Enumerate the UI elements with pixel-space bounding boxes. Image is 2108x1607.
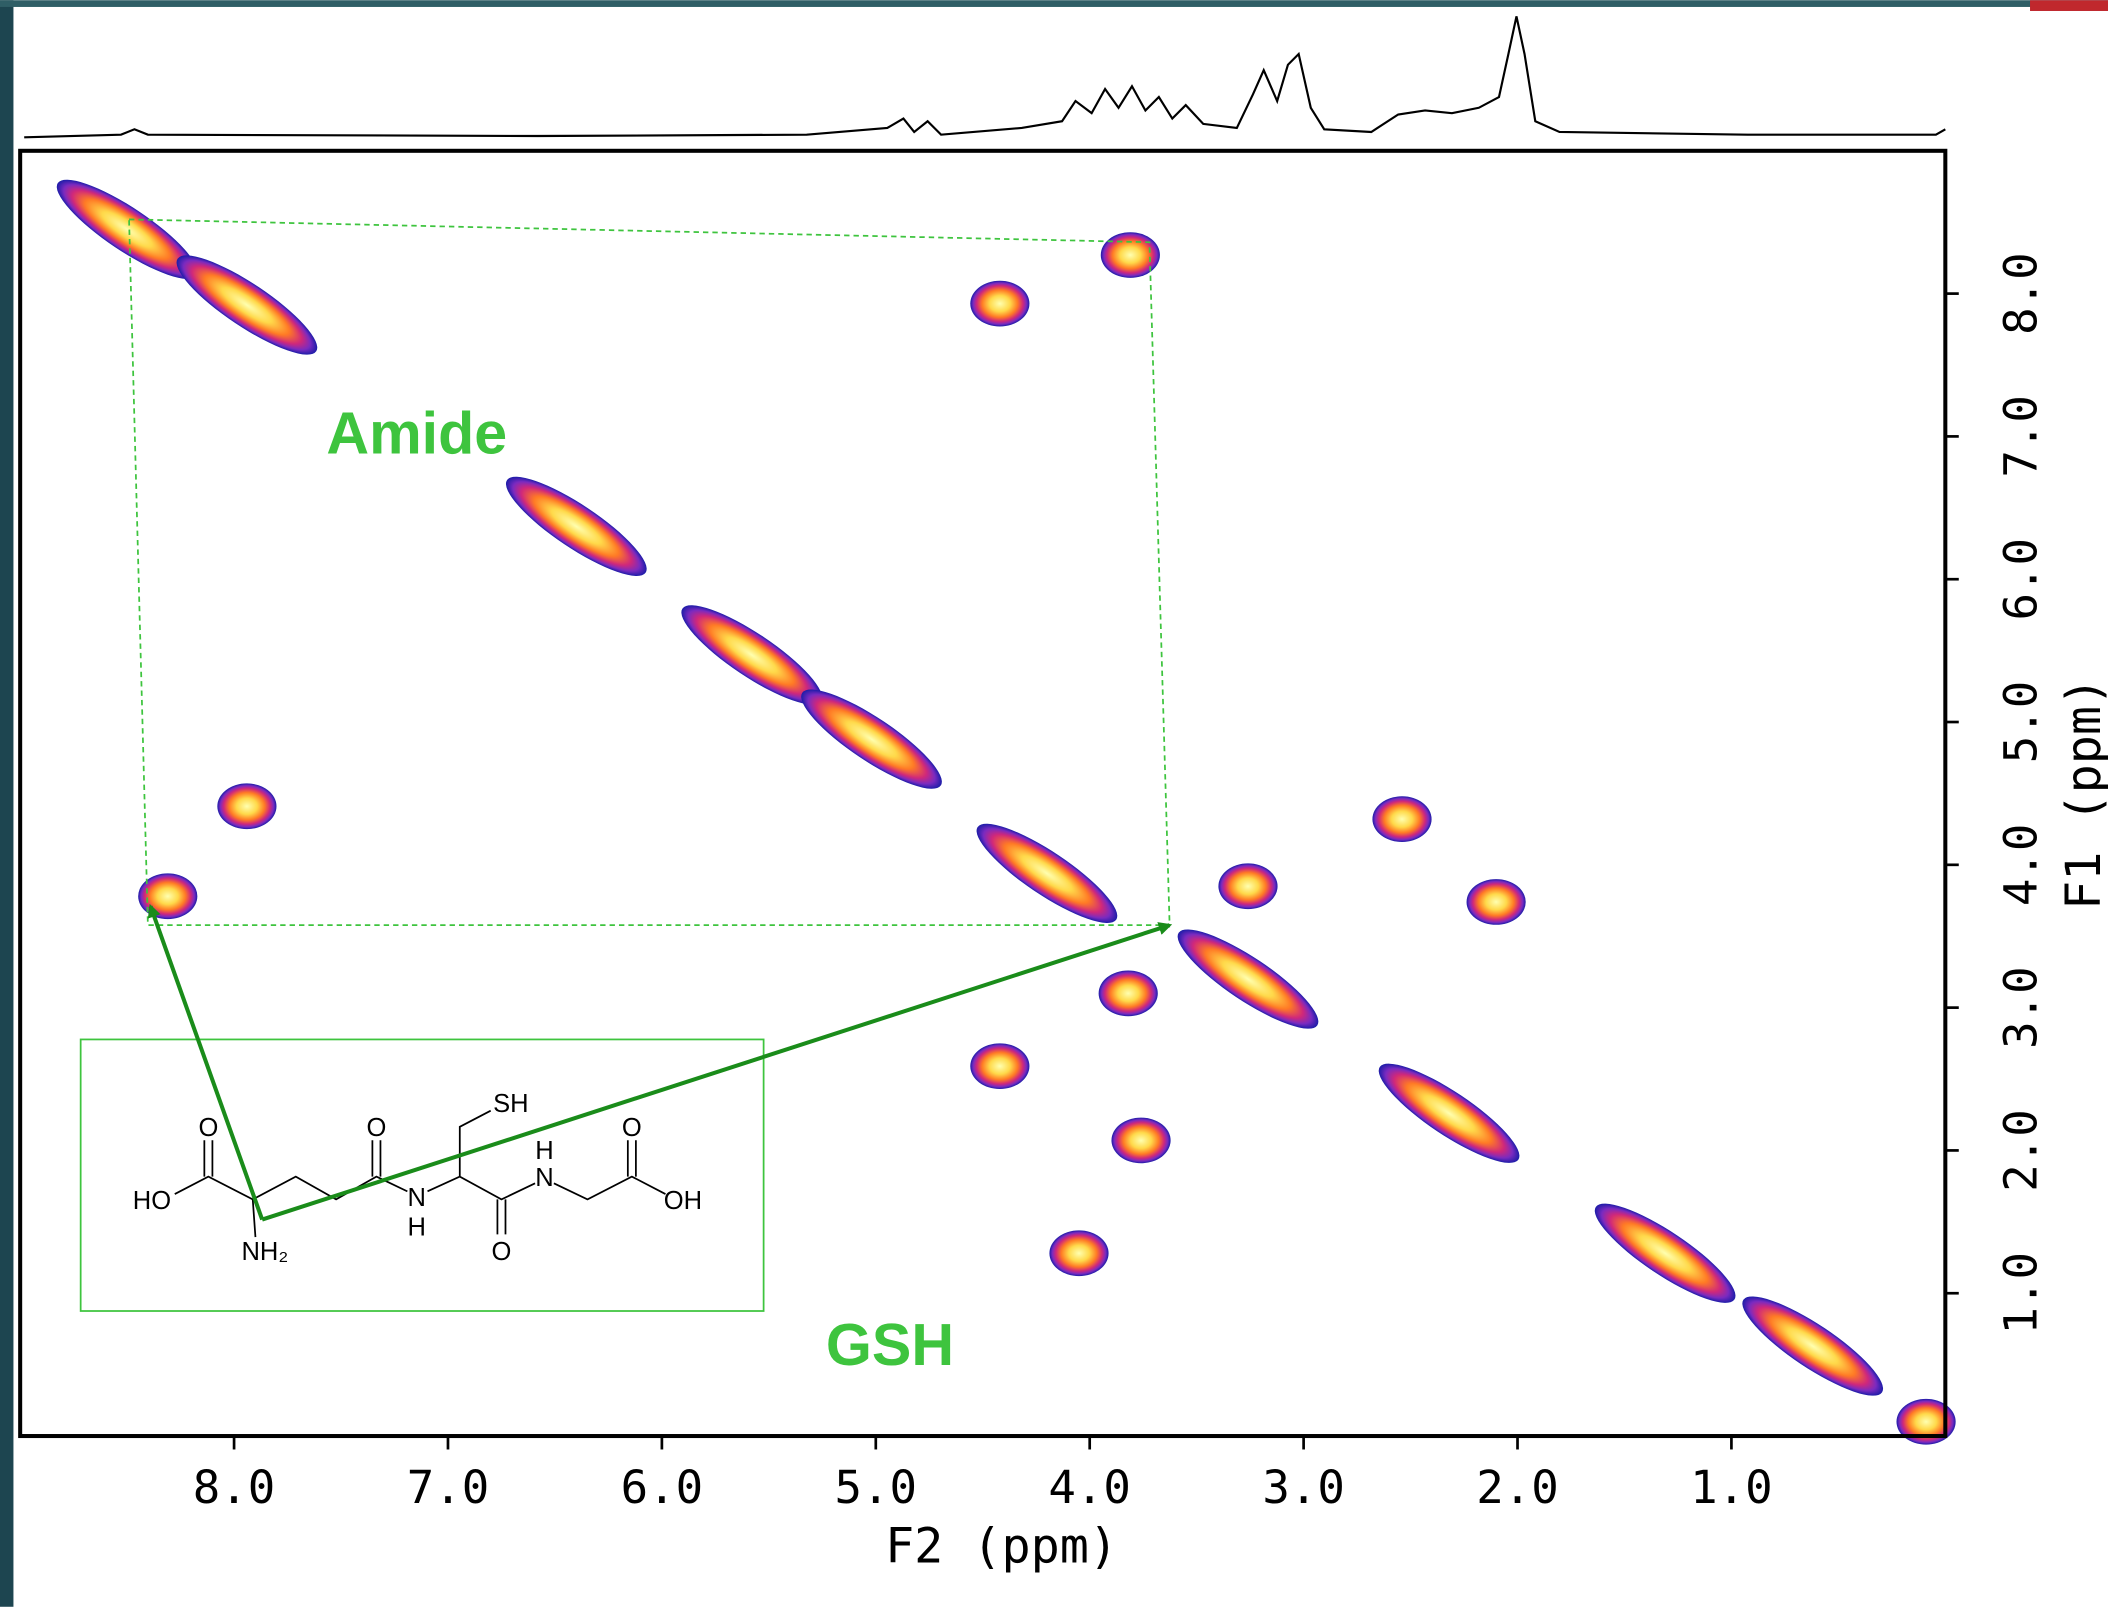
atom-label: O bbox=[622, 1114, 642, 1142]
peak bbox=[1177, 929, 1319, 1029]
peak bbox=[505, 476, 647, 576]
bonds bbox=[174, 1109, 666, 1238]
y-tick-label: 2.0 bbox=[1995, 1109, 2048, 1192]
y-tick-label: 1.0 bbox=[1995, 1252, 2048, 1335]
x-axis-label: F2 (ppm) bbox=[885, 1518, 1118, 1574]
structure-box bbox=[79, 1038, 765, 1312]
y-tick-label: 5.0 bbox=[1995, 681, 2048, 764]
peak bbox=[1372, 796, 1432, 842]
x-tick-label: 6.0 bbox=[621, 1461, 704, 1514]
peak bbox=[976, 823, 1118, 924]
peaks bbox=[56, 179, 1956, 1445]
corner-mark bbox=[2030, 0, 2108, 11]
y-tick-label: 7.0 bbox=[1995, 395, 2048, 478]
atom-label: N bbox=[408, 1184, 426, 1212]
plot-frame bbox=[18, 148, 1948, 1439]
peak bbox=[217, 783, 277, 830]
peak bbox=[1742, 1296, 1884, 1396]
peak bbox=[970, 280, 1030, 327]
x-tick-label: 4.0 bbox=[1048, 1461, 1131, 1514]
peak bbox=[1218, 863, 1278, 910]
peak bbox=[1594, 1203, 1736, 1303]
peak bbox=[681, 605, 823, 705]
x-tick-label: 3.0 bbox=[1262, 1461, 1345, 1514]
x-tick-label: 2.0 bbox=[1476, 1461, 1559, 1514]
peak bbox=[1049, 1230, 1109, 1277]
atom-label: O bbox=[198, 1114, 218, 1142]
atom-label: HO bbox=[133, 1187, 171, 1215]
atom-label: O bbox=[492, 1238, 512, 1266]
x-tick-label: 1.0 bbox=[1690, 1461, 1773, 1514]
peak bbox=[801, 689, 942, 789]
atom-label: H bbox=[535, 1137, 553, 1165]
atom-label: SH bbox=[493, 1090, 528, 1118]
peak bbox=[176, 255, 318, 355]
y-tick-label: 8.0 bbox=[1995, 252, 2048, 335]
projection-spectrum bbox=[24, 16, 1946, 139]
y-tick-label: 6.0 bbox=[1995, 538, 2048, 621]
side-strip bbox=[0, 0, 14, 1607]
peak bbox=[56, 179, 198, 279]
x-tick-label: 8.0 bbox=[193, 1461, 276, 1514]
top-strip bbox=[0, 0, 2108, 7]
peak bbox=[1378, 1063, 1520, 1163]
peak bbox=[1098, 970, 1158, 1017]
arrow bbox=[147, 903, 265, 1221]
peak bbox=[970, 1043, 1030, 1090]
atom-label: O bbox=[366, 1114, 386, 1142]
peak bbox=[1896, 1398, 1956, 1445]
y-axis-label: F1 (ppm) bbox=[2056, 677, 2108, 910]
atom-label: OH bbox=[664, 1187, 702, 1215]
peak bbox=[1111, 1117, 1171, 1164]
gsh-label: GSH bbox=[826, 1311, 954, 1378]
peak bbox=[1466, 879, 1526, 925]
atom-label: H bbox=[408, 1214, 426, 1242]
x-tick-label: 5.0 bbox=[835, 1461, 918, 1514]
atom-label: NH₂ bbox=[241, 1238, 288, 1266]
arrow bbox=[261, 922, 1173, 1222]
structure: SH O O O HO NH₂ N H N H O OH bbox=[133, 1090, 702, 1266]
amide-label: Amide bbox=[326, 399, 507, 466]
atom-label: N bbox=[535, 1164, 553, 1192]
y-tick-label: 4.0 bbox=[1995, 824, 2048, 907]
x-tick-label: 7.0 bbox=[407, 1461, 490, 1514]
y-tick-label: 3.0 bbox=[1995, 966, 2048, 1049]
peak bbox=[1100, 232, 1160, 278]
